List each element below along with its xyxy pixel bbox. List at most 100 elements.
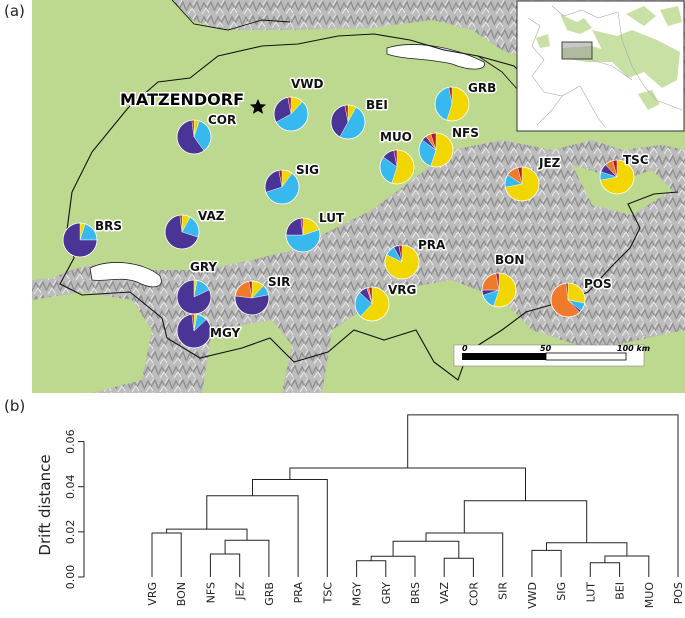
site-label-nfs: NFS	[452, 126, 479, 140]
site-label-vaz: VAZ	[198, 209, 225, 223]
site-label-sir: SIR	[268, 275, 290, 289]
branch-m14	[531, 549, 562, 577]
leaf-label-sig: SIG	[555, 582, 568, 601]
lake-geneva	[89, 262, 162, 288]
pie-vrg	[354, 286, 390, 322]
site-label-bei: BEI	[366, 98, 388, 112]
leaf-label-nfs: NFS	[204, 582, 217, 603]
branch-m18	[407, 414, 679, 577]
pie-outline	[285, 217, 321, 253]
pie-outline	[176, 119, 212, 155]
leaf-label-vrg: VRG	[146, 582, 159, 606]
pie-vaz	[164, 214, 200, 250]
site-label-layer: COR VWD BEI GRB MUO NFS SIG JEZ TSC BRS VAZ LUT PRA G…	[94, 76, 651, 342]
dendrogram-branches	[151, 414, 679, 577]
site-label-mgy: MGY	[210, 326, 241, 340]
branch-m16	[463, 500, 588, 543]
town-label: MATZENDORF	[120, 90, 244, 109]
branch-m1	[151, 532, 182, 577]
pie-vwd	[273, 96, 309, 132]
scale-label-50: 50	[540, 344, 552, 353]
branch-m8	[370, 555, 416, 577]
pie-sig	[264, 169, 300, 205]
site-label-brs: BRS	[95, 219, 122, 233]
leaf-label-muo: MUO	[643, 582, 656, 609]
inset-focus-rect	[561, 41, 593, 60]
pie-pra	[384, 244, 420, 280]
pie-outline	[330, 104, 366, 140]
leaf-label-jez: JEZ	[234, 582, 247, 601]
branch-m13	[604, 555, 650, 577]
pie-muo	[379, 149, 415, 185]
site-label-vrg: VRG	[388, 283, 416, 297]
pie-outline	[273, 96, 309, 132]
pie-outline	[481, 272, 517, 308]
pie-nfs	[418, 132, 454, 168]
pie-outline	[434, 86, 470, 122]
y-axis-label: Drift distance	[36, 454, 54, 555]
site-label-grb: GRB	[468, 81, 496, 95]
site-label-gry: GRY	[190, 260, 217, 274]
border-line	[171, 0, 291, 31]
branch-m17	[289, 467, 526, 501]
leaf-label-pos: POS	[672, 582, 685, 604]
pie-cor	[176, 119, 212, 155]
leaf-label-pra: PRA	[292, 582, 305, 604]
pie-outline	[418, 132, 454, 168]
pie-outline	[599, 159, 635, 195]
pie-jez	[504, 166, 540, 202]
branch-m12	[589, 562, 621, 577]
leaf-label-vwd: VWD	[526, 582, 539, 609]
pie-grb	[434, 86, 470, 122]
pie-sir	[234, 280, 270, 316]
border-line	[59, 191, 679, 381]
pie-bei	[330, 104, 366, 140]
branch-m7	[356, 560, 387, 577]
pie-bon	[481, 272, 517, 308]
pie-outline	[379, 149, 415, 185]
pie-outline	[264, 169, 300, 205]
leaf-label-lut: LUT	[584, 582, 597, 603]
leaf-label-sir: SIR	[497, 582, 510, 600]
pie-outline	[504, 166, 540, 202]
pie-outline	[354, 286, 390, 322]
pie-tsc	[599, 159, 635, 195]
scale-label-0: 0	[462, 344, 468, 353]
leaf-label-gry: GRY	[380, 582, 393, 604]
leaf-label-mgy: MGY	[351, 582, 364, 606]
leaf-label-brs: BRS	[409, 582, 422, 604]
site-label-tsc: TSC	[623, 153, 649, 167]
y-tick-label: 0.04	[64, 474, 77, 499]
pie-mgy	[176, 313, 212, 349]
site-label-pra: PRA	[418, 238, 446, 252]
branch-m9	[443, 557, 474, 577]
pie-outline	[164, 214, 200, 250]
town-marker: MATZENDORF	[119, 89, 266, 114]
site-label-bon: BON	[495, 253, 524, 267]
branch-m2	[209, 553, 241, 577]
pie-outline	[384, 244, 420, 280]
site-label-muo: MUO	[380, 130, 412, 144]
site-label-lut: LUT	[319, 211, 345, 225]
star-icon	[250, 99, 266, 114]
pie-pos	[550, 282, 586, 318]
map-panel: COR VWD BEI GRB MUO NFS SIG JEZ TSC BRS VAZ LUT PRA G…	[32, 0, 685, 393]
inset-map	[516, 0, 685, 132]
y-tick-label: 0.00	[64, 565, 77, 590]
leaf-label-vaz: VAZ	[438, 582, 451, 604]
leaf-label-bei: BEI	[614, 582, 627, 600]
scale-bar: 0 50 100 km	[453, 344, 650, 367]
lake-features	[89, 44, 485, 288]
leaf-label-grb: GRB	[263, 582, 276, 606]
site-label-jez: JEZ	[538, 156, 561, 170]
pie-outline	[62, 222, 98, 258]
branch-m11	[425, 532, 504, 577]
site-label-pos: POS	[584, 277, 612, 291]
scale-label-100: 100 km	[617, 344, 650, 353]
pie-brs	[62, 222, 98, 258]
leaf-labels: VRG BON NFS JEZ GRB PRA TSC MGY GRY BRS VAZ COR SIR V…	[146, 582, 685, 609]
pie-outline	[176, 313, 212, 349]
border-line	[477, 55, 519, 91]
y-tick-label: 0.02	[64, 520, 77, 545]
